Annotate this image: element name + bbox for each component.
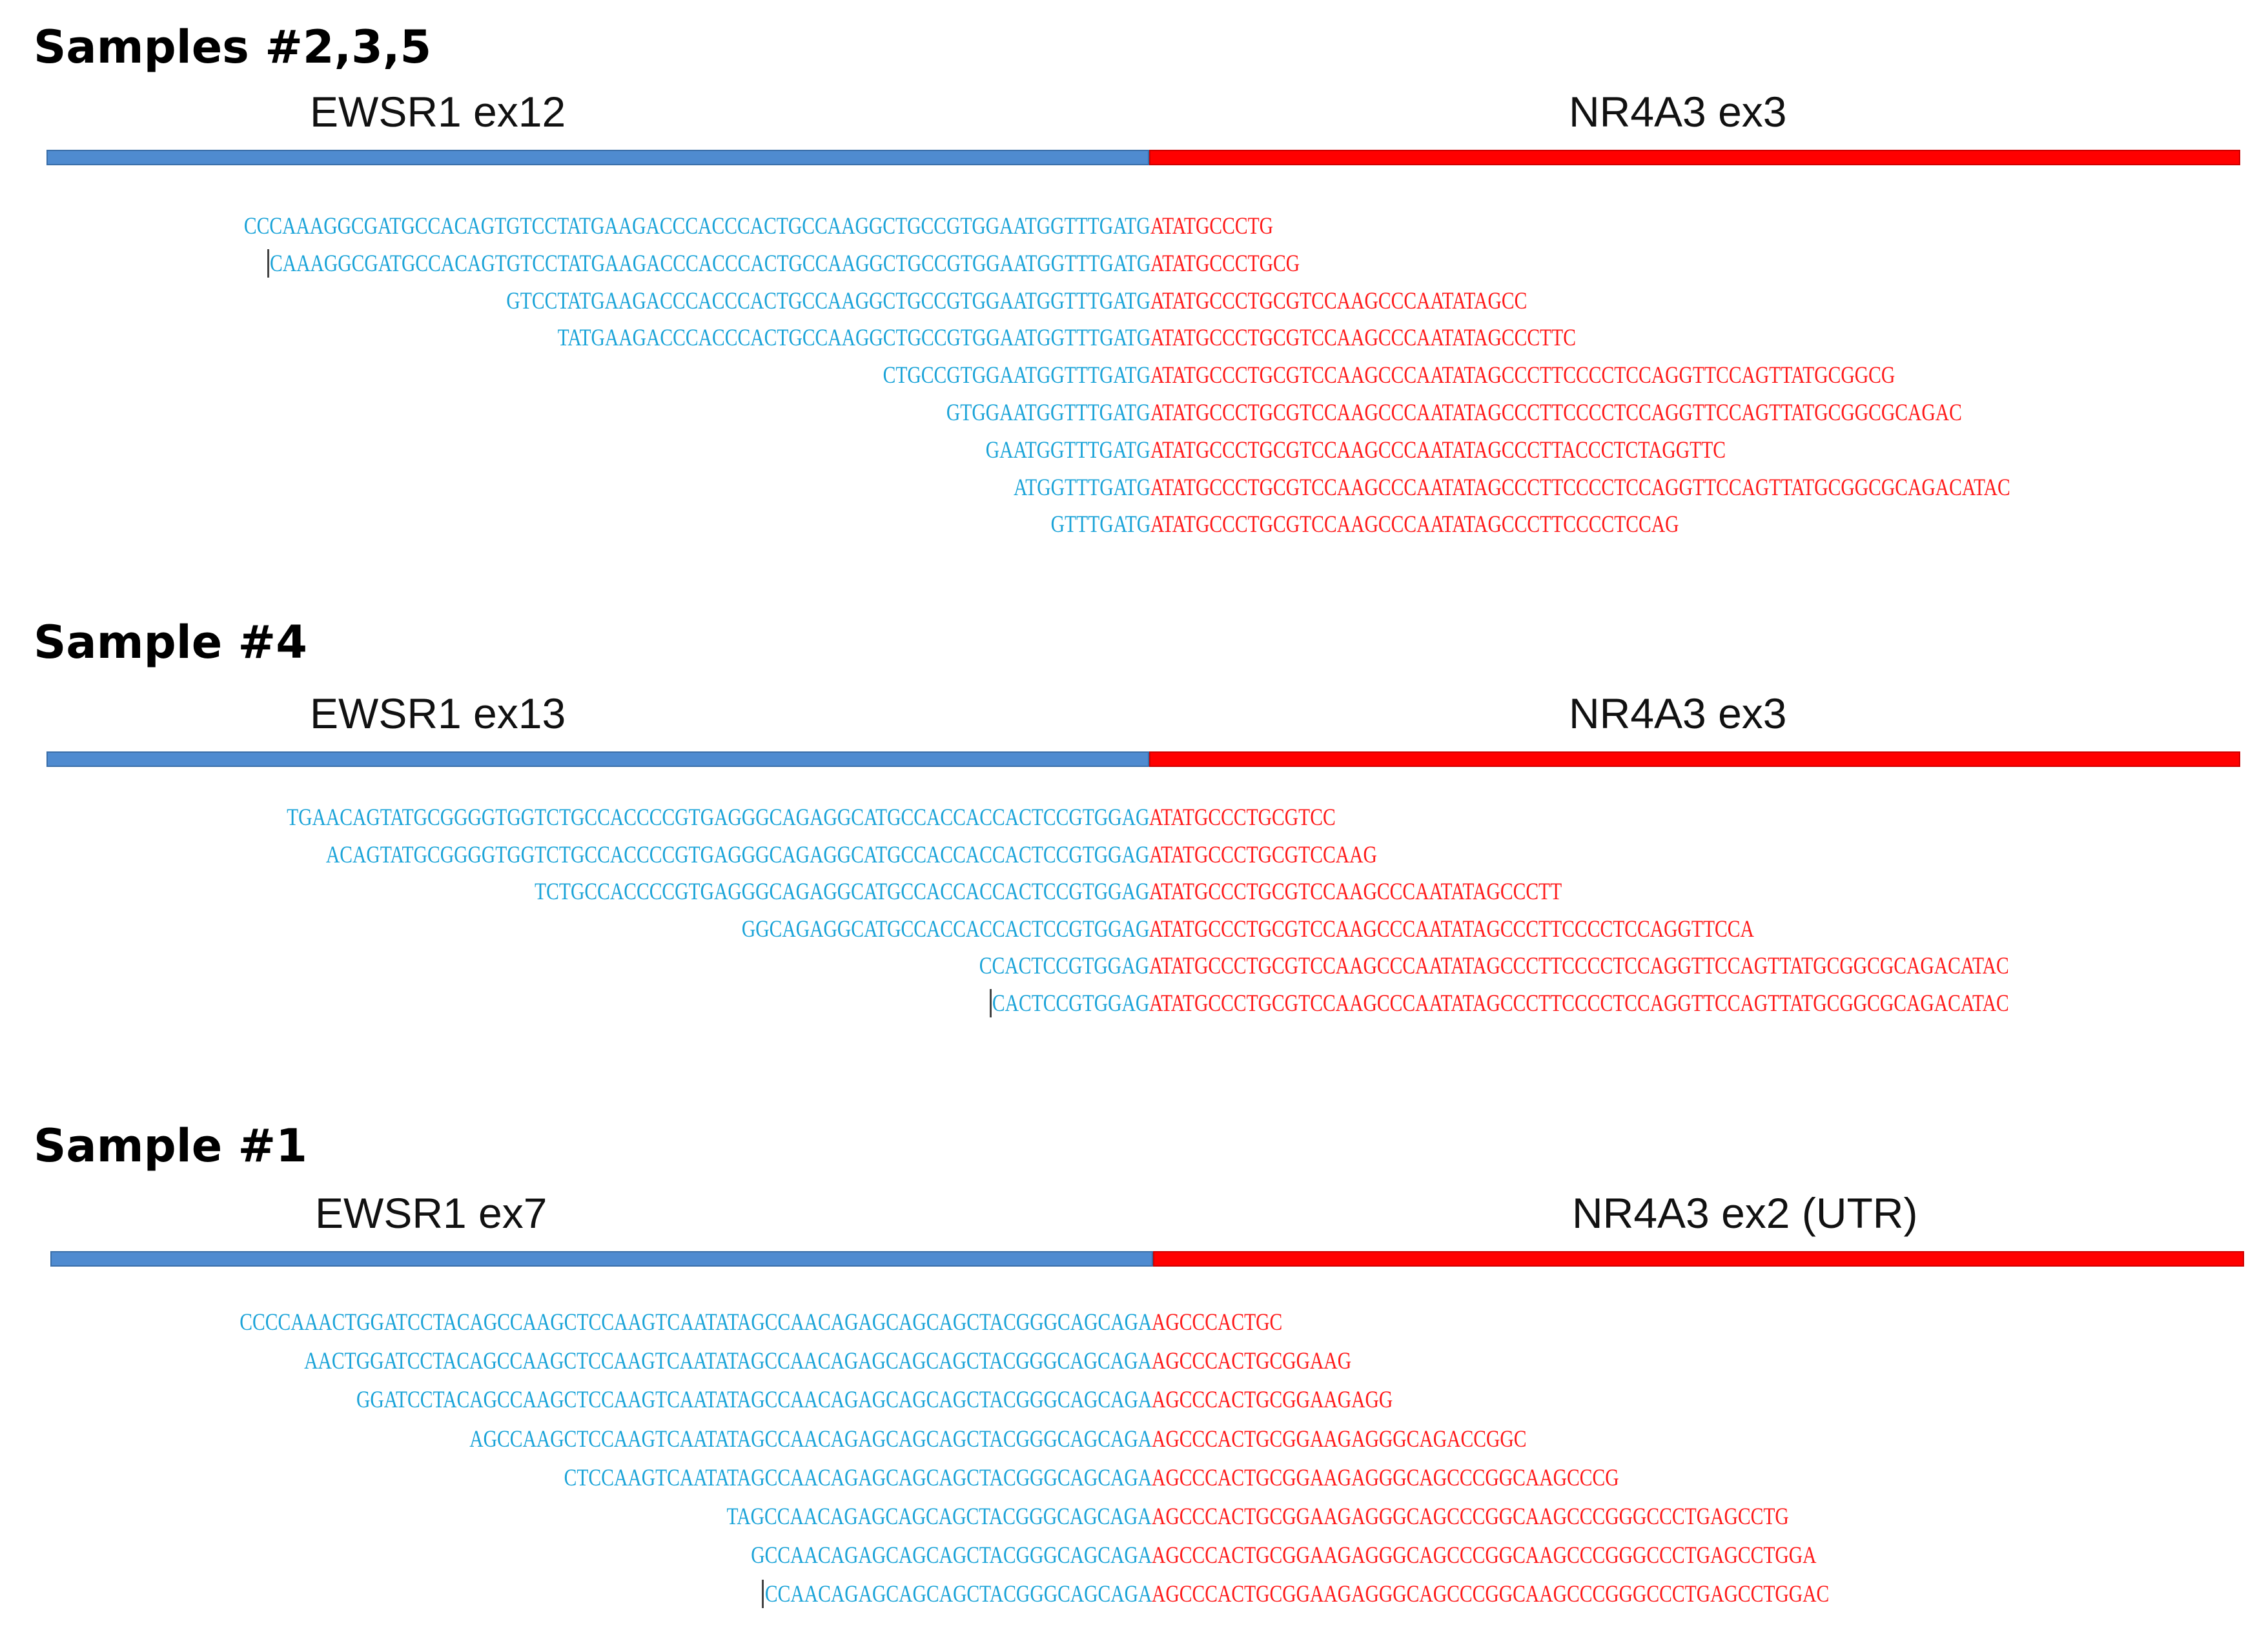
nr4a3-sequence: ATATGCCCTGCGTCCAAGCCCAATATAGCCCTTCCCCTCC… <box>1149 953 2009 979</box>
nr4a3-sequence: ATATGCCCTGCGTCCAAG <box>1149 842 1377 868</box>
ewsr1-sequence: CCCCAAACTGGATCCTACAGCCAAGCTCCAAGTCAATATA… <box>239 1309 1152 1336</box>
nr4a3-sequence: ATATGCCCTGCGTCCAAGCCCAATATAGCCCTT <box>1149 879 1562 905</box>
ewsr1-sequence: ACAGTATGCGGGGTGGTCTGCCACCCCGTGAGGGCAGAGG… <box>325 842 1149 868</box>
ewsr1-exon-label: EWSR1 ex7 <box>315 1189 547 1237</box>
ewsr1-sequence: TCTGCCACCCCGTGAGGGCAGAGGCATGCCACCACCACTC… <box>534 879 1149 905</box>
ewsr1-sequence: AACTGGATCCTACAGCCAAGCTCCAAGTCAATATAGCCAA… <box>304 1348 1152 1374</box>
ewsr1-sequence: GGCAGAGGCATGCCACCACCACTCCGTGGAG <box>741 916 1149 943</box>
ewsr1-exon-bar <box>50 1251 1153 1267</box>
text-cursor <box>989 989 992 1017</box>
nr4a3-sequence: AGCCCACTGC <box>1152 1309 1283 1336</box>
ewsr1-sequence: CCCAAAGGCGATGCCACAGTGTCCTATGAAGACCCACCCA… <box>244 213 1150 240</box>
nr4a3-sequence: ATATGCCCTGCGTCCAAGCCCAATATAGCCCTTCCCCTCC… <box>1149 990 2009 1017</box>
ewsr1-sequence: CCAACAGAGCAGCAGCTACGGGCAGCAGA <box>764 1581 1152 1607</box>
nr4a3-sequence: ATATGCCCTG <box>1150 213 1274 240</box>
ewsr1-sequence: GAATGGTTTGATG <box>986 437 1150 464</box>
nr4a3-sequence: ATATGCCCTGCGTCCAAGCCCAATATAGCCCTTCCCCTCC… <box>1150 400 1962 426</box>
nr4a3-exon-label: NR4A3 ex3 <box>1569 689 1787 737</box>
ewsr1-sequence: GTCCTATGAAGACCCACCCACTGCCAAGGCTGCCGTGGAA… <box>506 288 1150 314</box>
nr4a3-exon-label: NR4A3 ex2 (UTR) <box>1572 1189 1918 1237</box>
nr4a3-sequence: AGCCCACTGCGGAAGAGGGCAGACCGGC <box>1152 1426 1527 1453</box>
ewsr1-sequence: TGAACAGTATGCGGGGTGGTCTGCCACCCCGTGAGGGCAG… <box>286 804 1149 831</box>
nr4a3-sequence: AGCCCACTGCGGAAGAGGGCAGCCCGGCAAGCCCGGGCCC… <box>1152 1504 1789 1530</box>
nr4a3-sequence: ATATGCCCTGCGTCCAAGCCCAATATAGCC <box>1150 288 1527 314</box>
ewsr1-exon-bar <box>46 150 1149 165</box>
nr4a3-exon-bar <box>1153 1251 2244 1267</box>
nr4a3-sequence: ATATGCCCTGCG <box>1150 250 1300 277</box>
nr4a3-exon-label: NR4A3 ex3 <box>1569 88 1787 136</box>
ewsr1-sequence: TAGCCAACAGAGCAGCAGCTACGGGCAGCAGA <box>726 1504 1152 1530</box>
nr4a3-sequence: AGCCCACTGCGGAAGAGG <box>1152 1387 1393 1413</box>
ewsr1-sequence: CACTCCGTGGAG <box>992 990 1149 1017</box>
ewsr1-sequence: GGATCCTACAGCCAAGCTCCAAGTCAATATAGCCAACAGA… <box>356 1387 1152 1413</box>
text-cursor <box>762 1580 764 1608</box>
ewsr1-sequence: CAAAGGCGATGCCACAGTGTCCTATGAAGACCCACCCACT… <box>269 250 1150 277</box>
nr4a3-exon-bar <box>1149 150 2240 165</box>
nr4a3-exon-bar <box>1149 751 2240 767</box>
nr4a3-sequence: AGCCCACTGCGGAAGAGGGCAGCCCGGCAAGCCCGGGCCC… <box>1152 1542 1817 1569</box>
text-cursor <box>267 249 269 278</box>
nr4a3-sequence: ATATGCCCTGCGTCC <box>1149 804 1336 831</box>
section-heading: Samples #2,3,5 <box>34 21 432 74</box>
ewsr1-exon-label: EWSR1 ex13 <box>310 689 566 737</box>
section-heading: Sample #4 <box>34 616 307 669</box>
ewsr1-sequence: GTGGAATGGTTTGATG <box>946 400 1150 426</box>
nr4a3-sequence: ATATGCCCTGCGTCCAAGCCCAATATAGCCCTTCCCCTCC… <box>1150 511 1679 538</box>
ewsr1-sequence: CTGCCGTGGAATGGTTTGATG <box>883 362 1150 389</box>
ewsr1-sequence: ATGGTTTGATG <box>1013 474 1150 501</box>
ewsr1-sequence: GCCAACAGAGCAGCAGCTACGGGCAGCAGA <box>751 1542 1152 1569</box>
nr4a3-sequence: ATATGCCCTGCGTCCAAGCCCAATATAGCCCTTACCCTCT… <box>1150 437 1726 464</box>
section-heading: Sample #1 <box>34 1119 307 1172</box>
nr4a3-sequence: AGCCCACTGCGGAAGAGGGCAGCCCGGCAAGCCCGGGCCC… <box>1152 1581 1830 1607</box>
ewsr1-sequence: AGCCAAGCTCCAAGTCAATATAGCCAACAGAGCAGCAGCT… <box>469 1426 1152 1453</box>
nr4a3-sequence: ATATGCCCTGCGTCCAAGCCCAATATAGCCCTTCCCCTCC… <box>1150 362 1895 389</box>
nr4a3-sequence: ATATGCCCTGCGTCCAAGCCCAATATAGCCCTTCCCCTCC… <box>1149 916 1754 943</box>
nr4a3-sequence: ATATGCCCTGCGTCCAAGCCCAATATAGCCCTTCCCCTCC… <box>1150 474 2010 501</box>
ewsr1-exon-label: EWSR1 ex12 <box>310 88 566 136</box>
nr4a3-sequence: AGCCCACTGCGGAAGAGGGCAGCCCGGCAAGCCCG <box>1152 1465 1619 1491</box>
ewsr1-sequence: GTTTGATG <box>1050 511 1150 538</box>
ewsr1-sequence: CTCCAAGTCAATATAGCCAACAGAGCAGCAGCTACGGGCA… <box>564 1465 1152 1491</box>
ewsr1-exon-bar <box>46 751 1149 767</box>
ewsr1-sequence: CCACTCCGTGGAG <box>979 953 1149 979</box>
nr4a3-sequence: ATATGCCCTGCGTCCAAGCCCAATATAGCCCTTC <box>1150 325 1576 351</box>
ewsr1-sequence: TATGAAGACCCACCCACTGCCAAGGCTGCCGTGGAATGGT… <box>557 325 1150 351</box>
nr4a3-sequence: AGCCCACTGCGGAAG <box>1152 1348 1352 1374</box>
